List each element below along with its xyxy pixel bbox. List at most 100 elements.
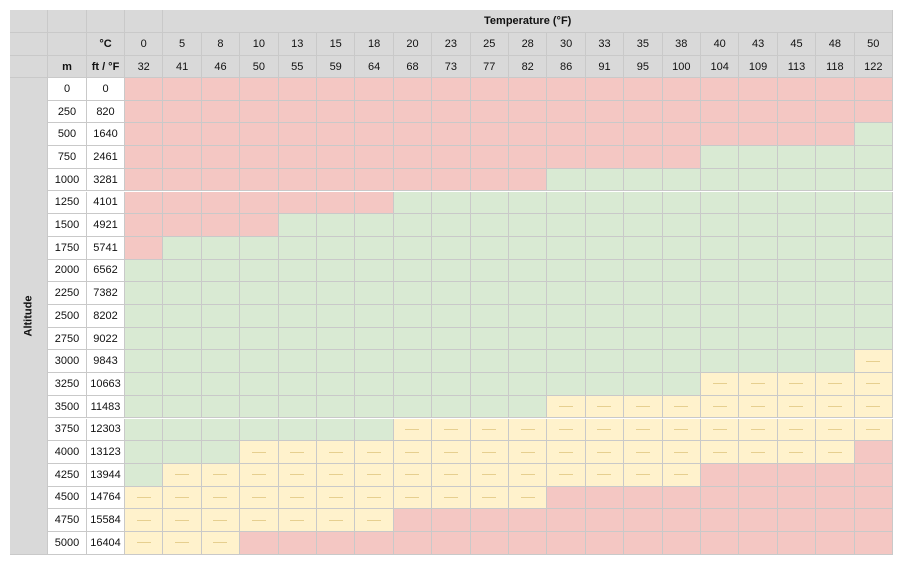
- altitude-m-cell[interactable]: 2000: [48, 259, 87, 283]
- grid-cell-red[interactable]: [355, 78, 394, 101]
- grid-cell-green[interactable]: [201, 327, 241, 351]
- grid-cell-yellow[interactable]: [317, 509, 356, 532]
- grid-cell-red[interactable]: [624, 78, 663, 101]
- grid-cell-yellow[interactable]: [662, 395, 701, 419]
- grid-cell-red[interactable]: [585, 78, 625, 101]
- grid-cell-yellow[interactable]: [777, 418, 817, 442]
- grid-cell-red[interactable]: [509, 78, 548, 101]
- grid-cell-yellow[interactable]: [816, 395, 855, 419]
- grid-cell-red[interactable]: [201, 214, 241, 237]
- grid-cell-yellow[interactable]: [662, 418, 701, 442]
- grid-cell-green[interactable]: [701, 146, 740, 169]
- altitude-ft-cell[interactable]: 6562: [87, 259, 125, 283]
- grid-cell-green[interactable]: [163, 327, 202, 351]
- fahrenheit-header-cell[interactable]: 122: [854, 56, 893, 78]
- grid-cell-red[interactable]: [816, 78, 855, 101]
- altitude-m-cell[interactable]: 750: [48, 146, 87, 169]
- grid-cell-red[interactable]: [624, 509, 663, 532]
- grid-cell-red[interactable]: [739, 78, 778, 101]
- grid-cell-yellow[interactable]: [393, 486, 433, 510]
- grid-cell-green[interactable]: [278, 395, 317, 419]
- grid-cell-green[interactable]: [355, 395, 394, 419]
- grid-cell-green[interactable]: [393, 191, 433, 215]
- altitude-ft-cell[interactable]: 9022: [87, 327, 125, 351]
- grid-cell-green[interactable]: [854, 146, 893, 169]
- grid-cell-green[interactable]: [662, 373, 701, 396]
- grid-cell-yellow[interactable]: [547, 441, 586, 464]
- grid-cell-green[interactable]: [509, 282, 548, 305]
- altitude-ft-cell[interactable]: 820: [87, 100, 125, 124]
- celsius-header-cell[interactable]: 23: [432, 33, 471, 56]
- grid-cell-red[interactable]: [470, 146, 509, 169]
- grid-cell-green[interactable]: [163, 350, 202, 374]
- grid-cell-red[interactable]: [509, 509, 548, 532]
- grid-cell-green[interactable]: [355, 259, 394, 283]
- grid-cell-red[interactable]: [701, 78, 740, 101]
- grid-cell-red[interactable]: [662, 146, 701, 169]
- grid-cell-red[interactable]: [240, 191, 279, 215]
- grid-cell-red[interactable]: [470, 123, 509, 147]
- grid-cell-green[interactable]: [624, 259, 663, 283]
- grid-cell-yellow[interactable]: [125, 509, 164, 532]
- grid-cell-red[interactable]: [240, 100, 279, 124]
- grid-cell-green[interactable]: [240, 395, 279, 419]
- grid-cell-green[interactable]: [470, 282, 509, 305]
- grid-cell-yellow[interactable]: [547, 463, 586, 487]
- altitude-ft-cell[interactable]: 5741: [87, 236, 125, 260]
- grid-cell-red[interactable]: [739, 486, 778, 510]
- grid-cell-red[interactable]: [125, 78, 164, 101]
- grid-cell-yellow[interactable]: [201, 486, 241, 510]
- grid-cell-green[interactable]: [201, 373, 241, 396]
- grid-cell-yellow[interactable]: [278, 463, 317, 487]
- grid-cell-green[interactable]: [163, 418, 202, 442]
- grid-cell-red[interactable]: [816, 123, 855, 147]
- altitude-m-cell[interactable]: 2500: [48, 305, 87, 328]
- grid-cell-green[interactable]: [509, 395, 548, 419]
- grid-cell-green[interactable]: [701, 350, 740, 374]
- grid-cell-green[interactable]: [470, 305, 509, 328]
- grid-cell-green[interactable]: [585, 191, 625, 215]
- grid-cell-yellow[interactable]: [432, 486, 471, 510]
- grid-cell-red[interactable]: [701, 532, 740, 555]
- altitude-m-cell[interactable]: 3250: [48, 373, 87, 396]
- grid-cell-green[interactable]: [470, 395, 509, 419]
- grid-cell-green[interactable]: [662, 168, 701, 192]
- grid-cell-green[interactable]: [125, 350, 164, 374]
- grid-cell-green[interactable]: [163, 236, 202, 260]
- celsius-header-cell[interactable]: 28: [509, 33, 548, 56]
- altitude-ft-cell[interactable]: 4101: [87, 191, 125, 215]
- altitude-m-cell[interactable]: 1000: [48, 168, 87, 192]
- grid-cell-red[interactable]: [240, 146, 279, 169]
- grid-cell-red[interactable]: [125, 191, 164, 215]
- grid-cell-green[interactable]: [240, 373, 279, 396]
- grid-cell-red[interactable]: [816, 509, 855, 532]
- grid-cell-green[interactable]: [278, 236, 317, 260]
- grid-cell-red[interactable]: [125, 146, 164, 169]
- grid-cell-yellow[interactable]: [201, 509, 241, 532]
- fahrenheit-header-cell[interactable]: 100: [662, 56, 701, 78]
- fahrenheit-header-cell[interactable]: 82: [509, 56, 548, 78]
- grid-cell-green[interactable]: [816, 146, 855, 169]
- grid-cell-red[interactable]: [701, 100, 740, 124]
- grid-cell-red[interactable]: [470, 78, 509, 101]
- grid-cell-green[interactable]: [432, 395, 471, 419]
- grid-cell-green[interactable]: [816, 259, 855, 283]
- grid-cell-yellow[interactable]: [624, 463, 663, 487]
- grid-cell-red[interactable]: [701, 463, 740, 487]
- grid-cell-red[interactable]: [585, 100, 625, 124]
- grid-cell-green[interactable]: [240, 305, 279, 328]
- altitude-ft-cell[interactable]: 13944: [87, 463, 125, 487]
- grid-cell-green[interactable]: [470, 191, 509, 215]
- grid-cell-red[interactable]: [585, 532, 625, 555]
- altitude-m-cell[interactable]: 3750: [48, 418, 87, 442]
- grid-cell-green[interactable]: [816, 191, 855, 215]
- grid-cell-red[interactable]: [355, 191, 394, 215]
- grid-cell-green[interactable]: [509, 259, 548, 283]
- celsius-unit-label[interactable]: °C: [87, 33, 125, 56]
- grid-cell-green[interactable]: [854, 259, 893, 283]
- grid-cell-red[interactable]: [201, 146, 241, 169]
- grid-cell-green[interactable]: [317, 305, 356, 328]
- grid-cell-green[interactable]: [163, 305, 202, 328]
- grid-cell-red[interactable]: [393, 100, 433, 124]
- grid-cell-yellow[interactable]: [854, 373, 893, 396]
